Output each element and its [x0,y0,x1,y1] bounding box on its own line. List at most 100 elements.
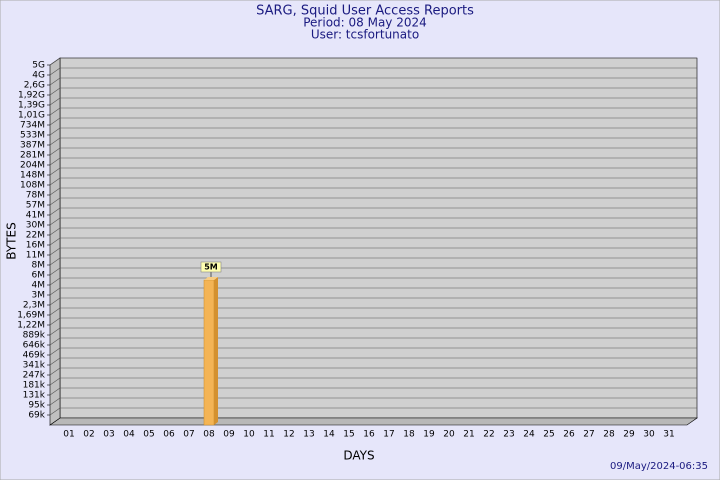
grid-line [49,357,61,366]
y-tick-label: 889k [23,331,46,341]
y-tick-label: 1,01G [18,111,45,121]
grid-line [49,297,61,306]
y-tick-label: 1,92G [18,91,45,101]
y-tick-label: 8M [32,261,46,271]
x-tick-label: 07 [183,430,194,440]
x-axis-label: DAYS [343,449,374,463]
x-tick-label: 03 [103,430,114,440]
x-tick-label: 08 [203,430,215,440]
y-tick-label: 469k [23,351,46,361]
grid-line [49,287,61,296]
footer-timestamp: 09/May/2024-06:35 [610,461,708,472]
y-tick-label: 16M [26,241,45,251]
x-tick-label: 13 [303,430,314,440]
x-tick-label: 21 [463,430,474,440]
bar [203,279,215,426]
y-tick-label: 78M [26,191,45,201]
grid-line [49,147,61,156]
y-tick-label: 148M [20,171,45,181]
chart-subtitle: Period: 08 May 2024 [303,16,427,30]
grid-line [49,197,61,206]
grid-line [49,337,61,346]
y-tick-label: 95k [28,401,45,411]
x-tick-label: 02 [83,430,94,440]
x-tick-label: 12 [283,430,294,440]
grid-line [49,227,61,236]
grid-line [49,107,61,116]
grid-line [49,77,61,86]
y-tick-label: 281M [20,151,45,161]
grid-line [49,67,61,76]
y-tick-label: 1,69M [17,311,45,321]
x-tick-label: 30 [643,430,655,440]
x-tick-label: 28 [603,430,615,440]
x-tick-label: 11 [263,430,274,440]
grid-line [49,187,61,196]
y-tick-label: 204M [20,161,45,171]
y-tick-label: 4M [32,281,46,291]
x-tick-label: 25 [543,430,554,440]
x-tick-label: 18 [403,430,415,440]
y-tick-label: 533M [20,131,45,141]
y-tick-label: 247k [23,371,46,381]
grid-line [49,97,61,106]
y-tick-label: 57M [26,201,45,211]
x-tick-label: 19 [423,430,435,440]
x-tick-label: 15 [343,430,354,440]
y-tick-label: 387M [20,141,45,151]
grid-line [49,267,61,276]
value-label-box [200,261,222,273]
chart-user: User: tcsfortunato [311,28,419,42]
x-tick-label: 17 [383,430,394,440]
grid-line [49,117,61,126]
value-label: 5M [204,263,218,272]
y-tick-label: 6M [32,271,46,281]
x-tick-label: 14 [323,430,335,440]
y-tick-label: 4G [32,71,45,81]
y-tick-label: 108M [20,181,45,191]
y-axis-label: BYTES [5,222,19,259]
x-tick-label: 24 [523,430,535,440]
grid-line [49,387,61,396]
x-tick-label: 22 [483,430,494,440]
grid-line [49,367,61,376]
y-tick-label: 41M [26,211,45,221]
x-tick-label: 26 [563,430,575,440]
y-tick-label: 5G [32,61,45,71]
grid-line [49,57,61,66]
grid-line [49,127,61,136]
y-tick-label: 2,6G [24,81,45,91]
grid-line [49,247,61,256]
x-tick-label: 29 [623,430,635,440]
y-tick-label: 341k [23,361,46,371]
x-tick-label: 23 [503,430,514,440]
y-tick-label: 734M [20,121,45,131]
y-tick-label: 646k [23,341,46,351]
grid-line [49,347,61,356]
grid-line [49,237,61,246]
y-tick-label: 30M [26,221,45,231]
plot-floor [49,417,698,426]
grid-line [49,157,61,166]
x-tick-label: 20 [443,430,455,440]
bar-side [214,277,218,425]
grid-line [49,257,61,266]
y-tick-label: 22M [26,231,45,241]
x-tick-label: 05 [143,430,154,440]
grid-line [49,177,61,186]
y-tick-label: 1,22M [17,321,45,331]
y-tick-label: 11M [26,251,45,261]
x-tick-label: 16 [363,430,375,440]
y-tick-label: 2,3M [23,301,45,311]
x-tick-label: 27 [583,430,594,440]
y-tick-label: 131k [23,391,46,401]
grid-line [49,317,61,326]
y-tick-label: 69k [28,411,45,421]
x-tick-label: 06 [163,430,175,440]
y-tick-label: 181k [23,381,46,391]
x-tick-label: 31 [663,430,674,440]
chart-title: SARG, Squid User Access Reports [256,4,474,19]
x-tick-label: 01 [63,430,74,440]
